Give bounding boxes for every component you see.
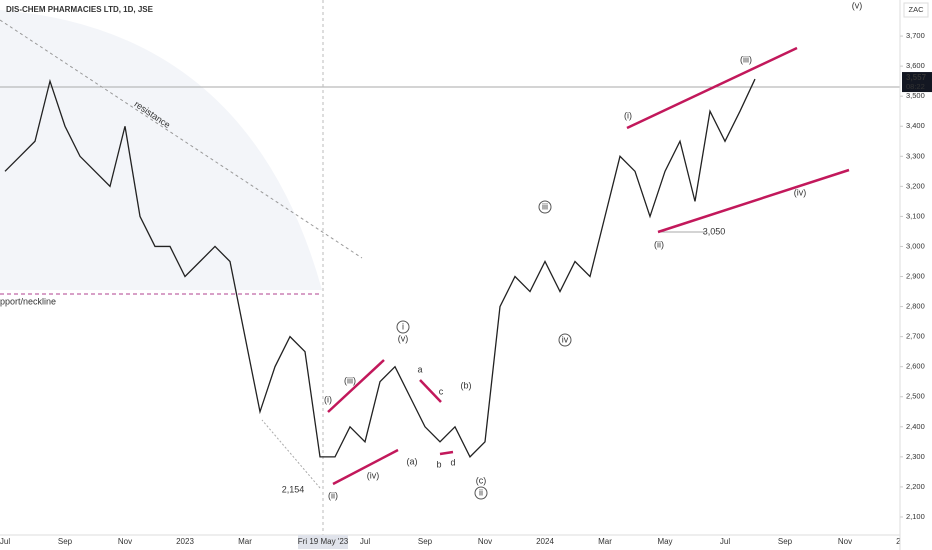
wave-label: (iv) <box>794 187 807 197</box>
x-tick-label: Mar <box>238 537 252 546</box>
y-tick-label: 3,600 <box>906 61 925 70</box>
chart-title: DIS-CHEM PHARMACIES LTD, 1D, JSE <box>6 5 154 14</box>
x-tick-label: Sep <box>778 537 793 546</box>
currency: ZAC <box>909 5 925 14</box>
y-tick-label: 3,100 <box>906 211 925 220</box>
shaded-zone <box>0 10 322 290</box>
wave-label: (iii) <box>344 375 356 385</box>
wave-label: d <box>450 457 455 467</box>
wave-label: (a) <box>407 456 418 466</box>
last-price: 3,557 <box>906 73 927 82</box>
y-tick-label: 3,500 <box>906 91 925 100</box>
wave-circles <box>396 200 572 500</box>
wave-label: (ii) <box>328 490 338 500</box>
wave-label: c <box>439 386 444 396</box>
y-tick-label: 2,900 <box>906 272 925 281</box>
price-line <box>4 78 756 458</box>
x-tick-label: May <box>657 537 672 546</box>
y-tick-label: 2,300 <box>906 452 925 461</box>
wave-label: (v) <box>852 0 863 10</box>
trend-lines <box>327 46 850 486</box>
wave-label: ii <box>479 487 483 497</box>
wave-label: (i) <box>624 110 632 120</box>
wave-label: (iii) <box>740 54 752 64</box>
wave-label: 2,154 <box>282 484 305 494</box>
y-tick-label: 3,300 <box>906 151 925 160</box>
last-price-box <box>902 72 932 93</box>
y-tick-label: 2,700 <box>906 332 925 341</box>
wave-label: a <box>417 364 422 374</box>
x-tick-label: Sep <box>58 537 73 546</box>
x-tick-label: Jul <box>720 537 730 546</box>
countdown: 08:22 <box>906 82 925 91</box>
wave-label: (c) <box>476 475 487 485</box>
y-tick-label: 2,400 <box>906 422 925 431</box>
wave-label: (ii) <box>654 239 664 249</box>
x-tick-label: Nov <box>838 537 852 546</box>
wave-label: (v) <box>398 333 409 343</box>
wave-label: (iv) <box>367 470 380 480</box>
x-tick-label: Jul <box>0 537 10 546</box>
x-tick-label: Jul <box>360 537 370 546</box>
x-tick-label: Nov <box>478 537 492 546</box>
wave-label: iv <box>562 334 569 344</box>
wave-label: (i) <box>324 394 332 404</box>
wave-label: 3,050 <box>703 226 726 236</box>
x-tick-label: 2023 <box>176 537 194 546</box>
crosshair-label: Fri 19 May '23 <box>298 537 349 546</box>
currency-box <box>903 2 929 18</box>
y-tick-label: 3,200 <box>906 181 925 190</box>
wave-label: (b) <box>461 380 472 390</box>
y-tick-label: 2,800 <box>906 302 925 311</box>
resistance-line <box>0 19 363 259</box>
y-tick-label: 2,100 <box>906 512 925 521</box>
x-tick-label: Sep <box>418 537 433 546</box>
x-tick-label: Nov <box>118 537 132 546</box>
crosshair-label-bg <box>298 535 348 549</box>
y-tick-label: 2,600 <box>906 362 925 371</box>
wave-label: b <box>436 459 441 469</box>
wave-label: i <box>402 321 404 331</box>
guide-line <box>261 419 321 489</box>
wave-label: pport/neckline <box>0 296 56 306</box>
y-tick-label: 3,400 <box>906 121 925 130</box>
y-tick-label: 2,500 <box>906 392 925 401</box>
y-tick-label: 3,000 <box>906 241 925 250</box>
y-tick-label: 2,200 <box>906 482 925 491</box>
x-axis-panel <box>0 535 932 550</box>
x-tick-label: 2024 <box>536 537 554 546</box>
wave-label: iii <box>542 201 548 211</box>
x-tick-label: Mar <box>598 537 612 546</box>
y-tick-label: 3,700 <box>906 31 925 40</box>
